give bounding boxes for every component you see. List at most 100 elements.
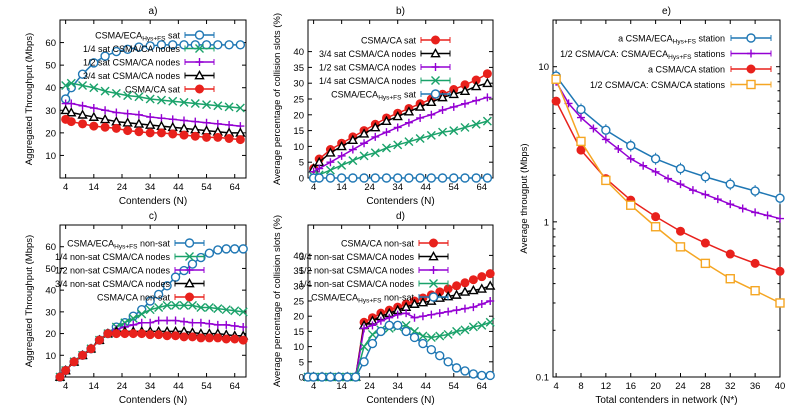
legend-label: 1/2 CSMA/CA: CSMA/ECAHys+FS stations bbox=[560, 49, 725, 61]
data-point bbox=[314, 173, 324, 183]
data-point bbox=[482, 173, 493, 183]
data-point bbox=[750, 186, 760, 196]
data-point bbox=[224, 134, 234, 143]
data-point bbox=[196, 333, 206, 343]
data-point bbox=[100, 86, 110, 96]
data-point bbox=[726, 200, 735, 209]
data-point bbox=[426, 130, 436, 140]
data-point bbox=[239, 323, 248, 332]
series-2 bbox=[56, 316, 248, 381]
data-point bbox=[145, 296, 155, 306]
data-point bbox=[477, 320, 487, 330]
series-0 bbox=[60, 40, 246, 104]
series-1 bbox=[552, 77, 784, 223]
data-point bbox=[415, 134, 425, 143]
data-point bbox=[359, 342, 369, 352]
data-point bbox=[392, 320, 403, 331]
data-point bbox=[725, 179, 735, 189]
data-point bbox=[347, 134, 359, 144]
legend-marker bbox=[430, 89, 441, 99]
data-point bbox=[700, 172, 711, 182]
data-point bbox=[336, 140, 347, 151]
data-point bbox=[128, 313, 138, 323]
x-tick-label: 44 bbox=[173, 381, 184, 392]
data-point bbox=[601, 175, 611, 186]
legend-name: 3/4 non-sat CSMA/CA nodes bbox=[55, 279, 171, 289]
data-point bbox=[485, 370, 495, 381]
y-tick-label: 15 bbox=[293, 126, 304, 137]
data-point bbox=[123, 109, 132, 118]
data-point bbox=[675, 164, 686, 174]
legend-marker bbox=[746, 33, 756, 43]
data-point bbox=[162, 300, 172, 310]
data-point bbox=[238, 307, 248, 317]
data-point bbox=[451, 363, 462, 373]
chart-title: c) bbox=[149, 211, 157, 222]
data-point bbox=[483, 93, 492, 102]
legend-label: 3/4 non-sat CSMA/CA nodes bbox=[299, 252, 415, 262]
legend-suffix: stations bbox=[691, 49, 725, 59]
data-point bbox=[381, 173, 392, 183]
data-point bbox=[137, 329, 147, 339]
data-point bbox=[89, 121, 99, 131]
x-tick-label: 32 bbox=[725, 381, 736, 392]
data-point bbox=[224, 102, 234, 112]
data-point bbox=[368, 321, 377, 330]
x-tick-label: 44 bbox=[420, 381, 431, 392]
legend-label: 1/4 sat CSMA/CA nodes bbox=[83, 44, 181, 54]
data-point bbox=[360, 324, 369, 333]
data-point bbox=[664, 174, 673, 183]
data-point bbox=[235, 135, 245, 145]
series-line bbox=[555, 75, 781, 199]
data-point bbox=[146, 318, 155, 327]
data-point bbox=[202, 100, 212, 110]
data-point bbox=[443, 329, 453, 339]
x-tick-label: 64 bbox=[476, 381, 487, 392]
data-point bbox=[427, 310, 436, 319]
series-2 bbox=[61, 99, 245, 131]
legend-marker bbox=[195, 44, 204, 53]
data-point bbox=[359, 151, 369, 161]
data-point bbox=[460, 278, 470, 288]
data-point bbox=[435, 309, 444, 318]
data-point bbox=[171, 316, 180, 325]
x-tick-label: 12 bbox=[601, 381, 612, 392]
data-point bbox=[468, 275, 478, 285]
data-point bbox=[204, 248, 215, 258]
data-point bbox=[190, 131, 200, 141]
data-point bbox=[471, 173, 481, 183]
legend-marker bbox=[184, 278, 195, 288]
data-point bbox=[120, 318, 130, 328]
data-point bbox=[367, 338, 378, 349]
data-point bbox=[77, 69, 88, 79]
y-tick-label: 50 bbox=[45, 61, 56, 72]
data-point bbox=[171, 331, 181, 341]
data-point bbox=[348, 156, 358, 166]
data-point bbox=[626, 140, 636, 151]
x-tick-label: 36 bbox=[750, 381, 761, 392]
data-point bbox=[111, 329, 121, 339]
legend-marker bbox=[194, 70, 205, 80]
legend-marker bbox=[747, 49, 755, 58]
data-point bbox=[326, 158, 335, 167]
x-tick-label: 54 bbox=[448, 182, 459, 193]
x-tick-label: 24 bbox=[675, 381, 686, 392]
data-point bbox=[725, 249, 735, 259]
data-point bbox=[133, 118, 145, 128]
data-point bbox=[213, 320, 222, 329]
data-point bbox=[418, 312, 427, 321]
x-axis-label: Contenders (N) bbox=[366, 395, 434, 406]
legend-marker bbox=[430, 48, 441, 58]
y-tick-label: 40 bbox=[45, 83, 56, 94]
data-point bbox=[382, 128, 391, 137]
data-point bbox=[418, 338, 428, 349]
data-point bbox=[460, 122, 470, 132]
y-tick-label: 20 bbox=[45, 329, 56, 340]
data-point bbox=[725, 274, 735, 284]
data-point bbox=[416, 113, 425, 122]
legend-name: 1/2 non-sat CSMA/CA nodes bbox=[299, 266, 415, 276]
legend-name: 1/2 sat CSMA/CA nodes bbox=[319, 63, 417, 73]
data-point bbox=[776, 214, 784, 223]
y-tick-label: 60 bbox=[45, 242, 56, 253]
data-point bbox=[325, 372, 336, 382]
